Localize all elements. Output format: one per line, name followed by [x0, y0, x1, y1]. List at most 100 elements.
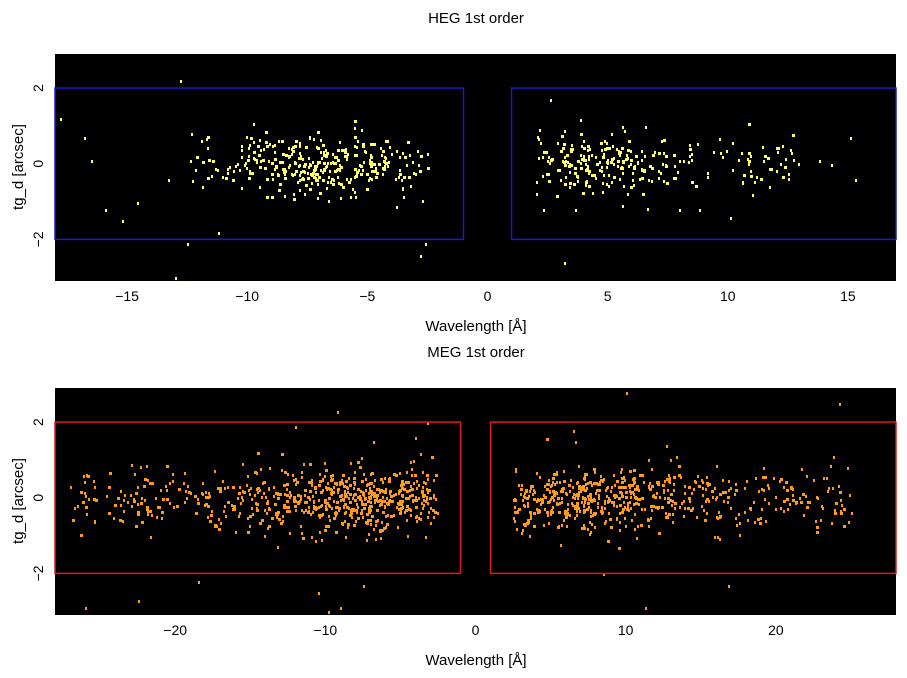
heg-event-point	[278, 189, 281, 192]
heg-event-point	[574, 172, 577, 175]
heg-event-point	[663, 180, 665, 183]
heg-event-point	[284, 173, 286, 176]
heg-event-point	[375, 176, 378, 179]
meg-event-point	[344, 493, 347, 496]
heg-event-point	[295, 170, 298, 173]
meg-event-point	[663, 489, 665, 492]
heg-outlier-point	[420, 255, 422, 258]
meg-event-point	[648, 459, 650, 462]
meg-event-point	[553, 499, 555, 502]
heg-event-point	[300, 157, 302, 160]
heg-event-point	[257, 145, 260, 148]
meg-event-point	[344, 495, 346, 498]
meg-event-point	[83, 475, 85, 478]
meg-event-point	[329, 488, 332, 491]
meg-event-point	[247, 531, 250, 534]
meg-event-point	[287, 500, 289, 503]
meg-event-point	[694, 480, 696, 483]
heg-event-point	[202, 161, 205, 164]
meg-event-point	[636, 537, 638, 540]
heg-event-point	[722, 156, 724, 159]
heg-event-point	[196, 156, 199, 159]
heg-event-point	[315, 173, 317, 176]
heg-event-point	[317, 131, 320, 134]
meg-event-point	[551, 496, 554, 499]
meg-event-point	[568, 484, 571, 487]
heg-event-point	[311, 182, 313, 185]
heg-event-point	[625, 158, 628, 161]
meg-event-point	[624, 506, 626, 509]
meg-event-point	[334, 482, 336, 485]
meg-event-point	[383, 527, 386, 530]
meg-event-point	[247, 475, 249, 478]
heg-event-point	[560, 150, 563, 153]
heg-event-point	[388, 161, 390, 164]
meg-event-point	[583, 509, 586, 512]
meg-event-point	[639, 474, 642, 477]
meg-event-point	[150, 536, 152, 539]
meg-event-point	[273, 486, 275, 489]
meg-event-point	[384, 506, 386, 509]
meg-x-tick-label: 20	[768, 622, 784, 638]
meg-event-point	[707, 484, 709, 487]
heg-event-point	[603, 174, 605, 177]
meg-event-point	[235, 531, 237, 534]
heg-event-point	[738, 159, 740, 162]
meg-event-point	[370, 491, 372, 494]
meg-event-point	[411, 468, 413, 471]
meg-event-point	[579, 510, 581, 513]
heg-event-point	[551, 158, 553, 161]
heg-event-point	[355, 175, 358, 178]
meg-event-point	[783, 510, 785, 513]
meg-event-point	[375, 538, 377, 541]
meg-event-point	[735, 489, 738, 492]
meg-event-point	[589, 481, 592, 484]
heg-event-point	[386, 140, 389, 143]
meg-event-point	[600, 479, 603, 482]
heg-event-point	[679, 209, 681, 212]
meg-event-point	[790, 486, 793, 489]
meg-event-point	[227, 486, 229, 489]
heg-event-point	[420, 155, 423, 158]
meg-event-point	[201, 492, 203, 495]
meg-event-point	[356, 503, 358, 506]
meg-event-point	[233, 505, 236, 508]
meg-event-point	[343, 485, 346, 488]
heg-event-point	[607, 162, 609, 165]
meg-event-point	[223, 510, 225, 513]
meg-outlier-point	[198, 581, 200, 584]
meg-event-point	[280, 493, 282, 496]
heg-event-point	[610, 161, 613, 164]
meg-event-point	[308, 481, 310, 484]
meg-event-point	[330, 479, 333, 482]
meg-event-point	[514, 520, 516, 523]
meg-event-point	[140, 502, 143, 505]
meg-event-point	[773, 477, 775, 480]
heg-event-point	[256, 161, 258, 164]
meg-event-point	[548, 483, 550, 486]
heg-event-point	[285, 154, 288, 157]
meg-event-point	[569, 490, 571, 493]
meg-event-point	[530, 514, 532, 517]
meg-event-point	[576, 502, 579, 505]
heg-event-point	[190, 160, 192, 163]
heg-event-point	[570, 148, 572, 151]
meg-event-point	[667, 489, 669, 492]
heg-event-point	[248, 147, 250, 150]
meg-event-point	[755, 477, 757, 480]
meg-event-point	[680, 476, 682, 479]
meg-event-point	[395, 493, 397, 496]
heg-event-point	[299, 179, 301, 182]
meg-event-point	[242, 490, 244, 493]
meg-event-point	[525, 489, 528, 492]
meg-event-point	[618, 547, 621, 550]
meg-event-point	[668, 474, 670, 477]
meg-event-point	[195, 512, 198, 515]
meg-x-tick-label: 0	[472, 622, 480, 638]
meg-event-point	[786, 489, 789, 492]
meg-event-point	[668, 513, 671, 516]
meg-event-point	[637, 525, 639, 528]
meg-event-point	[727, 496, 730, 499]
meg-event-point	[135, 492, 138, 495]
meg-event-point	[621, 481, 624, 484]
